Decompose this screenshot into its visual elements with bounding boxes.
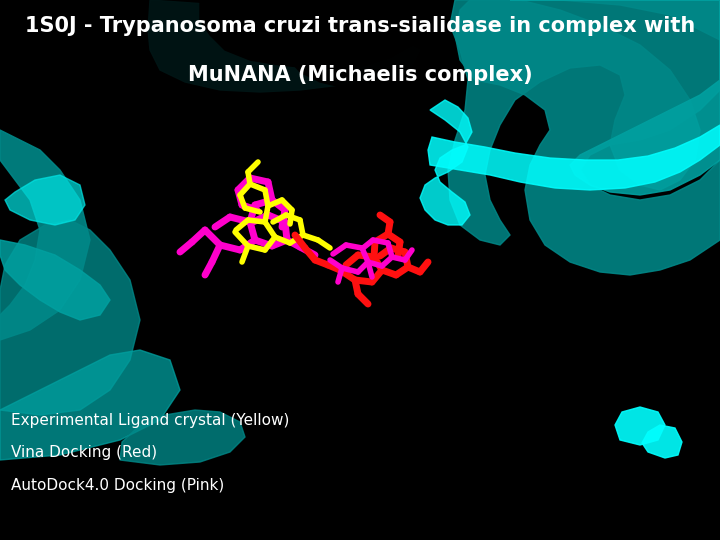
Polygon shape — [500, 0, 720, 40]
Text: AutoDock4.0 Docking (Pink): AutoDock4.0 Docking (Pink) — [11, 478, 224, 493]
Polygon shape — [0, 220, 140, 415]
Polygon shape — [510, 0, 720, 195]
Polygon shape — [0, 130, 90, 340]
Text: 1S0J - Trypanosoma cruzi trans-sialidase in complex with: 1S0J - Trypanosoma cruzi trans-sialidase… — [25, 16, 695, 36]
Text: Vina Docking (Red): Vina Docking (Red) — [11, 446, 157, 461]
Polygon shape — [0, 350, 180, 460]
Polygon shape — [428, 125, 720, 190]
Polygon shape — [615, 407, 665, 445]
Polygon shape — [120, 410, 245, 465]
Polygon shape — [0, 240, 110, 320]
Polygon shape — [200, 0, 435, 68]
Polygon shape — [285, 0, 450, 90]
Text: Experimental Ligand crystal (Yellow): Experimental Ligand crystal (Yellow) — [11, 413, 289, 428]
Polygon shape — [455, 0, 720, 275]
Polygon shape — [148, 0, 420, 92]
Polygon shape — [642, 425, 682, 458]
Text: MuNANA (Michaelis complex): MuNANA (Michaelis complex) — [188, 65, 532, 85]
Polygon shape — [420, 100, 472, 225]
Polygon shape — [448, 0, 700, 245]
Polygon shape — [5, 175, 85, 225]
